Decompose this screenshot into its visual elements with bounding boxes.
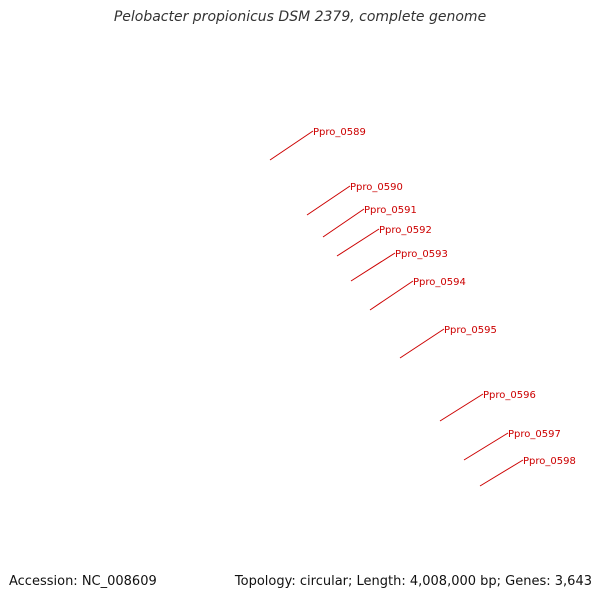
accession-text: Accession: NC_008609 (9, 574, 157, 589)
gene-label-leader (369, 280, 414, 311)
gene-label-ppro-0594: Ppro_0594 (413, 277, 466, 288)
gene-label-ppro-0596: Ppro_0596 (483, 390, 536, 401)
gene-label-ppro-0592: Ppro_0592 (379, 225, 432, 236)
gene-label-leader (306, 185, 351, 216)
gene-label-leader (439, 393, 484, 422)
gene-label-leader (269, 130, 314, 161)
gene-label-ppro-0591: Ppro_0591 (364, 205, 417, 216)
gene-label-ppro-0598: Ppro_0598 (523, 456, 576, 467)
gene-label-ppro-0593: Ppro_0593 (395, 249, 448, 260)
map-title-text: Pelobacter propionicus DSM 2379, complet… (109, 9, 491, 25)
genome-summary-text: Topology: circular; Length: 4,008,000 bp… (234, 574, 592, 589)
map-title: Pelobacter propionicus DSM 2379, complet… (0, 9, 600, 25)
gene-label-ppro-0597: Ppro_0597 (508, 429, 561, 440)
gene-label-leader (399, 328, 445, 359)
gene-label-ppro-0595: Ppro_0595 (444, 325, 497, 336)
gene-label-leader (350, 252, 396, 282)
gene-label-ppro-0589: Ppro_0589 (313, 127, 366, 138)
gene-label-leader (336, 228, 380, 257)
gene-label-leader (322, 208, 365, 238)
gene-label-leader (463, 432, 509, 461)
gene-label-ppro-0590: Ppro_0590 (350, 182, 403, 193)
gene-label-leader (479, 459, 524, 487)
